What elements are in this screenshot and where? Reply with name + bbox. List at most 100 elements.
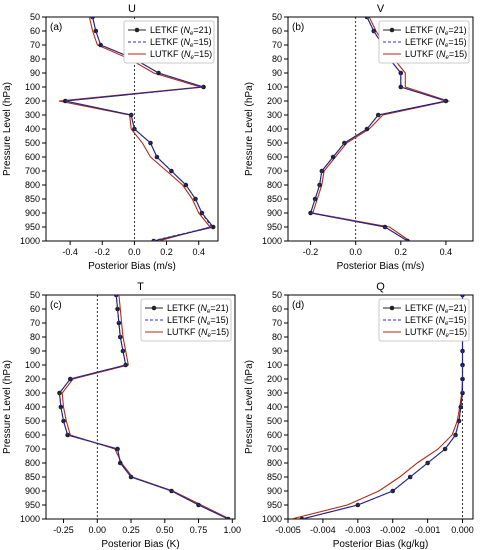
- y-tick-label: 900: [25, 486, 40, 496]
- y-tick-label: 70: [30, 318, 40, 328]
- x-tick-label: 0.75: [190, 525, 208, 535]
- y-tick-label: 1000: [262, 236, 282, 246]
- chart-title: U: [128, 3, 136, 15]
- y-tick-label: 700: [267, 444, 282, 454]
- y-axis-label: Pressure Level (hPa): [2, 360, 13, 454]
- data-point: [398, 84, 404, 90]
- y-tick-label: 300: [25, 388, 40, 398]
- y-tick-label: 600: [267, 152, 282, 162]
- y-tick-label: 100: [267, 360, 282, 370]
- data-point: [115, 306, 120, 312]
- legend-label: LETKF (Ne=21): [150, 25, 212, 37]
- y-tick-label: 300: [267, 110, 282, 120]
- y-tick-label: 700: [25, 166, 40, 176]
- y-tick-label: 950: [25, 500, 40, 510]
- y-tick-label: 400: [267, 402, 282, 412]
- x-tick-label: 0.0: [128, 247, 141, 257]
- y-tick-label: 950: [267, 500, 282, 510]
- y-axis-label: Pressure Level (hPa): [244, 82, 255, 176]
- y-tick-label: 50: [272, 290, 282, 300]
- y-tick-label: 500: [25, 138, 40, 148]
- y-tick-label: 80: [272, 332, 282, 342]
- y-tick-label: 400: [25, 124, 40, 134]
- x-tick-label: 0.0: [349, 247, 362, 257]
- x-tick-label: -0.001: [415, 525, 441, 535]
- y-tick-label: 950: [267, 222, 282, 232]
- series-line-letkf-ne-15-: [65, 17, 213, 241]
- data-point: [154, 154, 160, 160]
- data-point: [116, 320, 122, 326]
- x-axis-label: Posterior Bias (K): [101, 539, 179, 550]
- y-tick-label: 60: [272, 304, 282, 314]
- y-tick-label: 60: [272, 26, 282, 36]
- y-tick-label: 850: [267, 472, 282, 482]
- y-tick-label: 850: [25, 194, 40, 204]
- series-line-lutkf-ne-15-: [58, 17, 211, 241]
- x-axis-label: Posterior Bias (kg/kg): [333, 539, 429, 550]
- chart-title: V: [377, 3, 385, 15]
- legend-label: LETKF (Ne=15): [150, 37, 212, 49]
- data-point: [65, 432, 70, 438]
- y-axis-label: Pressure Level (hPa): [244, 360, 255, 454]
- panel-label: (d): [292, 300, 304, 311]
- y-tick-label: 300: [267, 388, 282, 398]
- y-tick-label: 1000: [20, 514, 40, 524]
- y-tick-label: 600: [25, 152, 40, 162]
- y-tick-label: 50: [272, 12, 282, 22]
- legend-box: [378, 298, 470, 342]
- y-tick-label: 900: [25, 208, 40, 218]
- legend-box: [123, 20, 215, 64]
- y-tick-label: 70: [30, 40, 40, 50]
- legend-marker: [134, 27, 140, 33]
- panel-u: 50 60 70 80 90 100 200 300 400 500 600 700 800 850 900…: [2, 3, 219, 272]
- legend-label: LETKF (Ne=21): [405, 25, 467, 37]
- y-tick-label: 800: [267, 458, 282, 468]
- legend-label: LETKF (Ne=21): [167, 303, 229, 315]
- x-tick-label: 1.00: [224, 525, 242, 535]
- legend-label: LETKF (Ne=15): [167, 315, 229, 327]
- legend: LETKF (Ne=21)LETKF (Ne=15)LUTKF (Ne=15): [378, 298, 470, 342]
- data-point: [225, 516, 231, 519]
- y-tick-label: 50: [30, 290, 40, 300]
- x-tick-label: -0.004: [310, 525, 336, 535]
- y-tick-label: 800: [25, 458, 40, 468]
- y-tick-label: 200: [267, 374, 282, 384]
- legend-marker: [151, 305, 157, 311]
- data-point: [364, 17, 370, 20]
- y-tick-label: 850: [25, 472, 40, 482]
- panel-t: 50 60 70 80 90 100 200 300 400 500 600 700 800 850 900…: [2, 281, 241, 550]
- y-tick-label: 1000: [20, 236, 40, 246]
- data-point: [460, 376, 465, 382]
- data-point: [62, 98, 68, 104]
- panel-label: (a): [50, 22, 62, 33]
- x-tick-label: 0.00: [89, 525, 107, 535]
- y-tick-label: 800: [267, 180, 282, 190]
- x-tick-label: 0.000: [451, 525, 474, 535]
- y-tick-label: 100: [25, 360, 40, 370]
- x-tick-label: 0.2: [395, 247, 408, 257]
- y-tick-label: 200: [267, 96, 282, 106]
- x-tick-label: 0.4: [440, 247, 453, 257]
- y-tick-label: 100: [25, 82, 40, 92]
- chart-title: Q: [376, 281, 385, 293]
- y-tick-label: 600: [267, 430, 282, 440]
- x-tick-label: 0.4: [192, 247, 205, 257]
- x-tick-label: -0.005: [275, 525, 301, 535]
- y-tick-label: 70: [272, 40, 282, 50]
- y-tick-label: 60: [30, 26, 40, 36]
- chart-title: T: [137, 281, 144, 293]
- legend-label: LETKF (Ne=15): [405, 37, 467, 49]
- legend: LETKF (Ne=21)LETKF (Ne=15)LUTKF (Ne=15): [140, 298, 232, 342]
- y-tick-label: 90: [272, 346, 282, 356]
- legend-marker: [389, 305, 395, 311]
- y-tick-label: 600: [25, 430, 40, 440]
- legend-label: LETKF (Ne=21): [405, 303, 467, 315]
- legend: LETKF (Ne=21)LETKF (Ne=15)LUTKF (Ne=15): [123, 20, 215, 64]
- y-tick-label: 950: [25, 222, 40, 232]
- x-tick-label: -0.25: [53, 525, 74, 535]
- y-tick-label: 400: [25, 402, 40, 412]
- data-point: [93, 28, 99, 34]
- y-tick-label: 90: [30, 68, 40, 78]
- data-point: [61, 418, 66, 424]
- y-tick-label: 90: [30, 346, 40, 356]
